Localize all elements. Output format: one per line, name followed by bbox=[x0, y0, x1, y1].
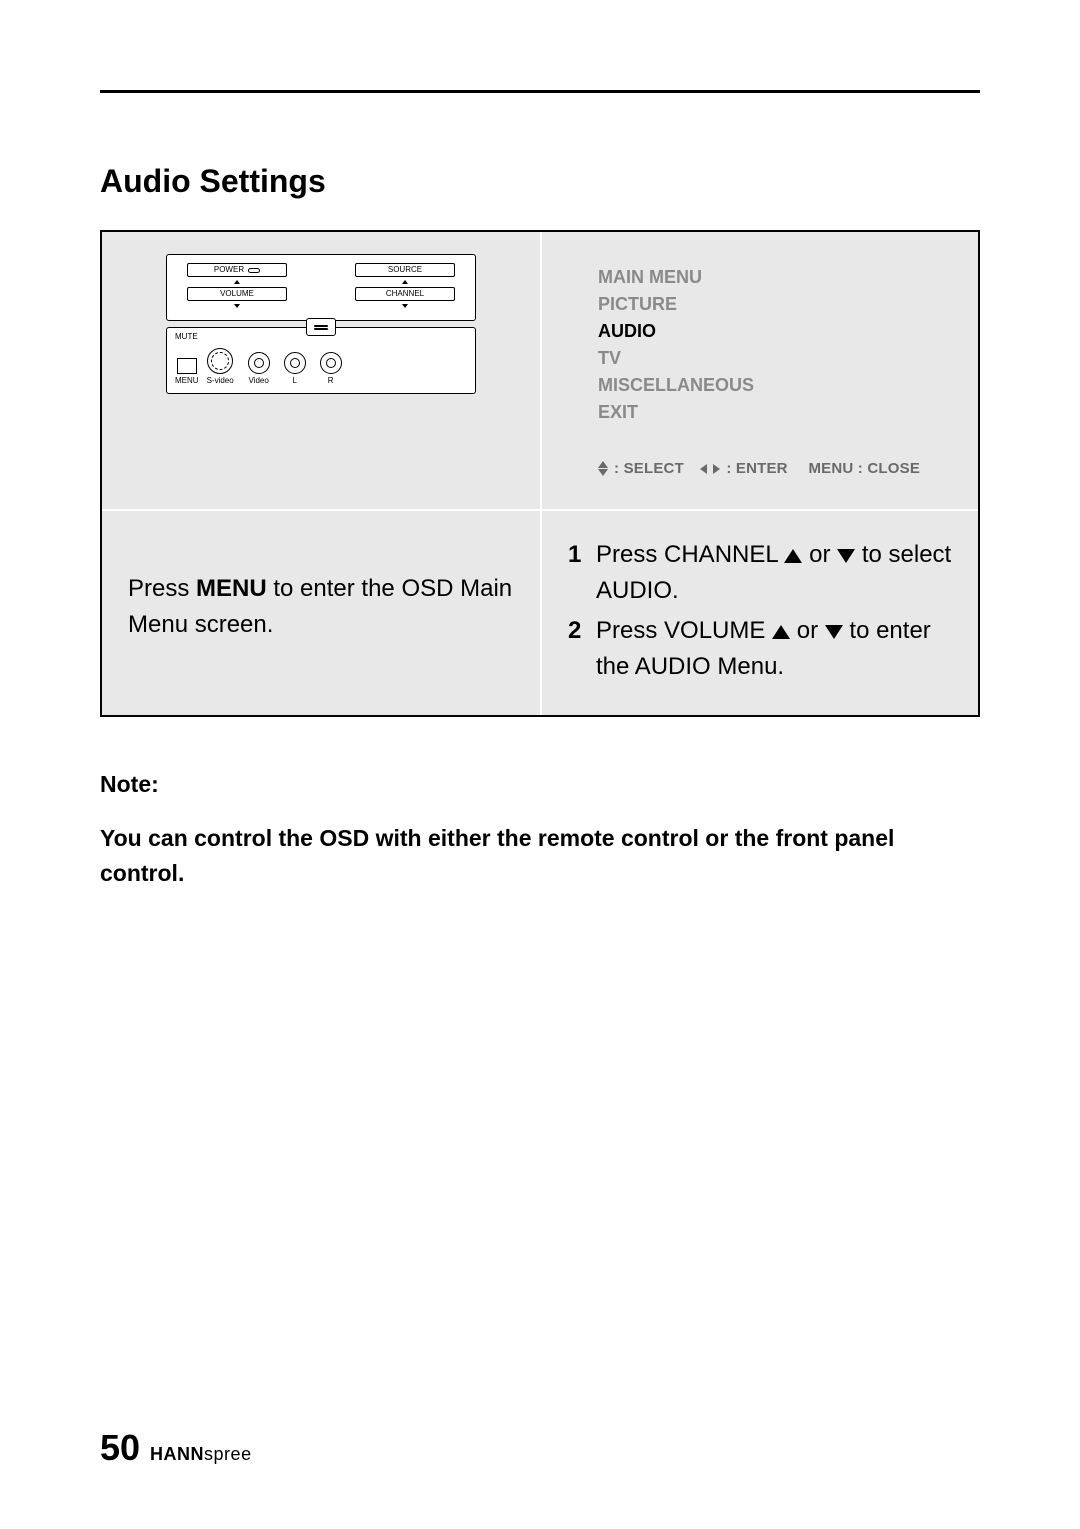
step-1: Press CHANNEL or to select AUDIO. bbox=[568, 537, 952, 609]
section-heading: Audio Settings bbox=[100, 163, 980, 200]
note-block: Note: You can control the OSD with eithe… bbox=[100, 767, 980, 892]
down-arrow-icon bbox=[837, 549, 855, 563]
left-instruction-cell: Press MENU to enter the OSD Main Menu sc… bbox=[102, 509, 540, 715]
down-arrow-icon bbox=[234, 304, 240, 308]
up-arrow-icon bbox=[402, 280, 408, 284]
left-instruction: Press MENU to enter the OSD Main Menu sc… bbox=[128, 571, 514, 643]
upper-panel: POWER VOLUME SOURCE CHANNEL bbox=[166, 254, 476, 321]
up-arrow-icon bbox=[234, 280, 240, 284]
hint-select: : SELECT bbox=[614, 460, 684, 477]
hint-close: MENU : CLOSE bbox=[808, 460, 920, 477]
down-arrow-icon bbox=[402, 304, 408, 308]
front-panel-diagram: POWER VOLUME SOURCE CHANNEL bbox=[166, 254, 476, 394]
power-button: POWER bbox=[187, 263, 287, 277]
osd-item: TV bbox=[598, 345, 942, 372]
panel-diagram-cell: POWER VOLUME SOURCE CHANNEL bbox=[102, 232, 540, 509]
down-arrow-icon bbox=[825, 625, 843, 639]
hint-enter: : ENTER bbox=[726, 460, 787, 477]
mute-label: MUTE bbox=[175, 332, 198, 341]
down-arrow-icon bbox=[598, 469, 608, 476]
up-arrow-icon bbox=[772, 625, 790, 639]
note-label: Note: bbox=[100, 767, 980, 803]
video-port-icon bbox=[248, 352, 270, 374]
lower-panel: MUTE MENU S-video Video L R bbox=[166, 327, 476, 394]
osd-item: EXIT bbox=[598, 399, 942, 426]
top-rule bbox=[100, 90, 980, 93]
osd-title: MAIN MENU bbox=[598, 264, 942, 291]
content-box: POWER VOLUME SOURCE CHANNEL bbox=[100, 230, 980, 717]
osd-cell: MAIN MENU PICTURE AUDIO TV MISCELLANEOUS… bbox=[540, 232, 978, 509]
left-arrow-icon bbox=[700, 464, 707, 474]
ir-tab bbox=[306, 318, 336, 336]
svideo-port-icon bbox=[207, 348, 233, 374]
power-led-icon bbox=[248, 268, 260, 273]
up-arrow-icon bbox=[784, 549, 802, 563]
osd-item-active: AUDIO bbox=[598, 318, 942, 345]
audio-r-port-icon bbox=[320, 352, 342, 374]
step-2: Press VOLUME or to enter the AUDIO Menu. bbox=[568, 613, 952, 685]
osd-item: MISCELLANEOUS bbox=[598, 372, 942, 399]
channel-button: CHANNEL bbox=[355, 287, 455, 301]
up-arrow-icon bbox=[598, 461, 608, 468]
page-footer: 50 HANNspree bbox=[100, 1427, 252, 1469]
volume-button: VOLUME bbox=[187, 287, 287, 301]
manual-page: Audio Settings POWER VOLUME SOURCE CHANN… bbox=[0, 0, 1080, 1529]
right-arrow-icon bbox=[713, 464, 720, 474]
osd-menu: MAIN MENU PICTURE AUDIO TV MISCELLANEOUS… bbox=[568, 254, 952, 430]
audio-l-port-icon bbox=[284, 352, 306, 374]
steps-list: Press CHANNEL or to select AUDIO. Press … bbox=[568, 537, 952, 685]
page-number: 50 bbox=[100, 1427, 140, 1469]
menu-port-icon bbox=[177, 358, 197, 374]
osd-item: PICTURE bbox=[598, 291, 942, 318]
source-button: SOURCE bbox=[355, 263, 455, 277]
steps-cell: Press CHANNEL or to select AUDIO. Press … bbox=[540, 509, 978, 715]
note-text: You can control the OSD with either the … bbox=[100, 821, 980, 892]
brand-logo: HANNspree bbox=[150, 1444, 252, 1465]
osd-hint-bar: : SELECT : ENTER MENU : CLOSE bbox=[568, 430, 952, 487]
